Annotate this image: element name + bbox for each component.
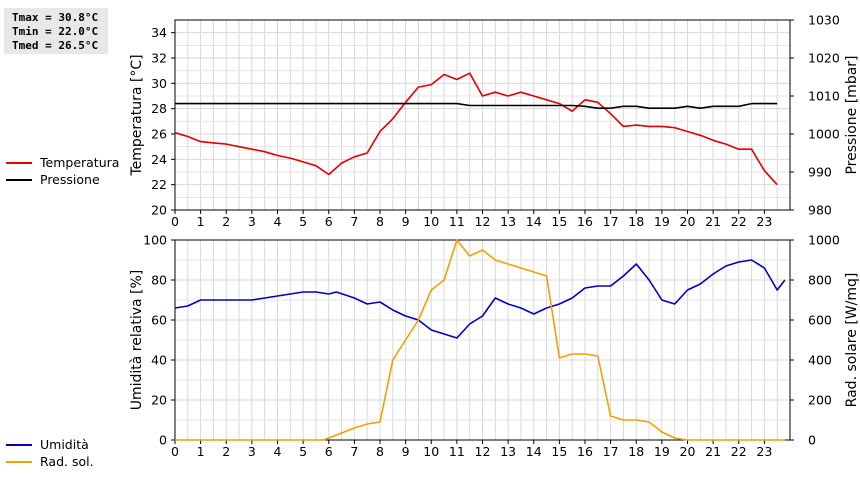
bottom-ylabel-right: Rad. solare [W/mq] xyxy=(844,273,860,408)
top-x-tick-label: 10 xyxy=(423,214,439,229)
top-x-tick-label: 2 xyxy=(222,214,230,229)
bottom-yl-tick-label: 20 xyxy=(151,393,167,408)
top-yr-tick-label: 1000 xyxy=(808,127,840,142)
legend-label-temperatura: Temperatura xyxy=(40,155,120,170)
bottom-x-tick-label: 22 xyxy=(731,444,747,459)
bottom-x-tick-label: 23 xyxy=(756,444,772,459)
top-yl-tick-label: 34 xyxy=(151,25,167,40)
bottom-yr-tick-label: 400 xyxy=(808,353,832,368)
top-yl-tick-label: 30 xyxy=(151,76,167,91)
bottom-x-tick-label: 13 xyxy=(500,444,516,459)
bottom-yr-tick-label: 800 xyxy=(808,273,832,288)
legend-item-umidita: Umidità xyxy=(6,437,134,453)
top-x-tick-label: 20 xyxy=(680,214,696,229)
top-x-tick-label: 22 xyxy=(731,214,747,229)
bottom-x-tick-label: 21 xyxy=(705,444,721,459)
top-yr-tick-label: 1020 xyxy=(808,51,840,66)
top-yr-tick-label: 990 xyxy=(808,165,832,180)
top-x-tick-label: 8 xyxy=(376,214,384,229)
bottom-x-tick-label: 17 xyxy=(603,444,619,459)
stat-tmin: Tmin = 22.0°C xyxy=(12,25,99,38)
top-x-tick-label: 12 xyxy=(475,214,491,229)
top-x-tick-label: 6 xyxy=(325,214,333,229)
legend-swatch-umidita xyxy=(6,444,32,446)
legend-label-umidita: Umidità xyxy=(40,437,89,452)
legend-item-temperatura: Temperatura xyxy=(6,155,134,171)
series-line-umidit xyxy=(174,259,786,339)
top-x-tick-label: 9 xyxy=(402,214,410,229)
legend-swatch-temperatura xyxy=(6,162,32,164)
top-x-tick-label: 3 xyxy=(248,214,256,229)
top-yl-tick-label: 24 xyxy=(151,152,167,167)
bottom-x-tick-label: 11 xyxy=(449,444,465,459)
top-x-tick-label: 0 xyxy=(171,214,179,229)
bottom-yr-tick-label: 200 xyxy=(808,393,832,408)
top-x-tick-label: 15 xyxy=(551,214,567,229)
bottom-x-tick-label: 7 xyxy=(350,444,358,459)
top-yl-tick-label: 26 xyxy=(151,127,167,142)
top-x-tick-label: 11 xyxy=(449,214,465,229)
top-ylabel-left: Temperatura [°C] xyxy=(129,54,145,176)
top-ylabel-right: Pressione [mbar] xyxy=(844,55,860,174)
bottom-x-tick-label: 5 xyxy=(299,444,307,459)
top-x-tick-label: 14 xyxy=(526,214,542,229)
bottom-yl-tick-label: 40 xyxy=(151,353,167,368)
bottom-x-tick-label: 18 xyxy=(628,444,644,459)
top-x-tick-label: 19 xyxy=(654,214,670,229)
top-x-tick-label: 18 xyxy=(628,214,644,229)
bottom-x-tick-label: 6 xyxy=(325,444,333,459)
top-yr-tick-label: 980 xyxy=(808,203,832,218)
stat-tmax: Tmax = 30.8°C xyxy=(12,11,99,24)
top-yl-tick-label: 22 xyxy=(151,177,167,192)
bottom-x-tick-label: 8 xyxy=(376,444,384,459)
bottom-x-tick-label: 20 xyxy=(680,444,696,459)
legend-label-pressione: Pressione xyxy=(40,172,100,187)
bottom-x-tick-label: 0 xyxy=(171,444,179,459)
top-yr-tick-label: 1010 xyxy=(808,89,840,104)
bottom-x-tick-label: 15 xyxy=(551,444,567,459)
series-line-pressione xyxy=(175,102,778,109)
top-yl-tick-label: 20 xyxy=(151,203,167,218)
bottom-yl-tick-label: 80 xyxy=(151,273,167,288)
bottom-x-tick-label: 2 xyxy=(222,444,230,459)
legend-swatch-rad-sol xyxy=(6,461,32,463)
series-line-temperatura xyxy=(174,72,778,186)
legend-swatch-pressione xyxy=(6,179,32,181)
top-x-tick-label: 1 xyxy=(197,214,205,229)
bottom-x-tick-label: 19 xyxy=(654,444,670,459)
legend-top: Temperatura Pressione xyxy=(4,155,134,195)
charts-canvas: 0 1 2 3 4 5 6 7 8 9 10 11 12 13 14 15 16 17 18 19 20 21 22 2320… xyxy=(129,13,860,460)
bottom-yr-tick-label: 0 xyxy=(808,433,816,448)
bottom-x-tick-label: 9 xyxy=(402,444,410,459)
top-x-tick-label: 7 xyxy=(350,214,358,229)
bottom-x-tick-label: 1 xyxy=(197,444,205,459)
series-line-rad-sol xyxy=(175,239,785,441)
bottom-x-tick-label: 16 xyxy=(577,444,593,459)
bottom-x-tick-label: 4 xyxy=(274,444,282,459)
legend-item-pressione: Pressione xyxy=(6,172,134,188)
bottom-yl-tick-label: 0 xyxy=(159,433,167,448)
bottom-x-tick-label: 14 xyxy=(526,444,542,459)
bottom-x-tick-label: 10 xyxy=(423,444,439,459)
top-yl-tick-label: 32 xyxy=(151,51,167,66)
top-yl-tick-label: 28 xyxy=(151,101,167,116)
bottom-yl-tick-label: 100 xyxy=(143,233,167,248)
stats-box: Tmax = 30.8°C Tmin = 22.0°C Tmed = 26.5°… xyxy=(4,8,108,54)
top-x-tick-label: 17 xyxy=(603,214,619,229)
top-x-tick-label: 21 xyxy=(705,214,721,229)
bottom-yr-tick-label: 1000 xyxy=(808,233,840,248)
top-x-tick-label: 13 xyxy=(500,214,516,229)
top-x-tick-label: 5 xyxy=(299,214,307,229)
bottom-yl-tick-label: 60 xyxy=(151,313,167,328)
top-yr-tick-label: 1030 xyxy=(808,13,840,28)
bottom-x-tick-label: 12 xyxy=(475,444,491,459)
bottom-x-tick-label: 3 xyxy=(248,444,256,459)
bottom-yr-tick-label: 600 xyxy=(808,313,832,328)
top-x-tick-label: 4 xyxy=(274,214,282,229)
top-x-tick-label: 16 xyxy=(577,214,593,229)
stat-tmed: Tmed = 26.5°C xyxy=(12,39,99,52)
top-x-tick-label: 23 xyxy=(756,214,772,229)
bottom-ylabel-left: Umidità relativa [%] xyxy=(129,270,145,411)
